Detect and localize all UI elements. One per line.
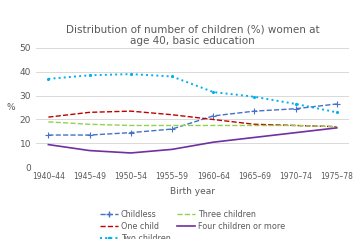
X-axis label: Birth year: Birth year — [170, 187, 215, 196]
Legend: Childless, One child, Two children, Three children, Four children or more: Childless, One child, Two children, Thre… — [97, 207, 288, 239]
Y-axis label: %: % — [7, 103, 15, 112]
Title: Distribution of number of children (%) women at
age 40, basic education: Distribution of number of children (%) w… — [66, 24, 319, 46]
